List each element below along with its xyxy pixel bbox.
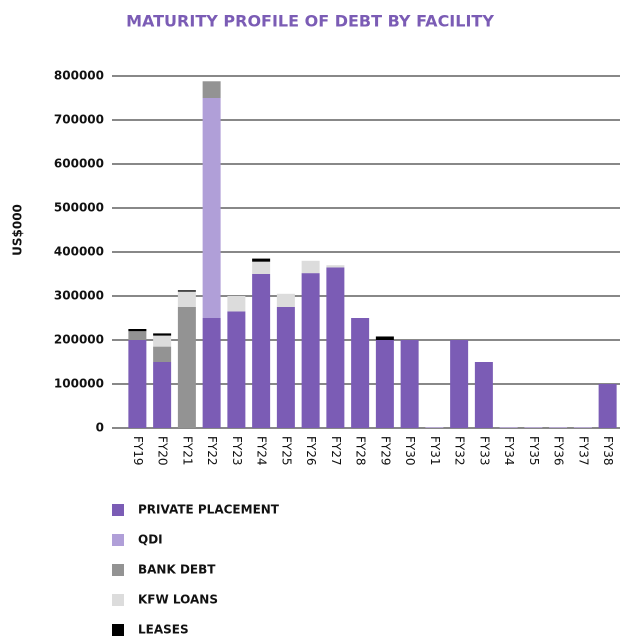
x-tick-label: FY34 — [502, 436, 516, 466]
x-tick-label: FY37 — [576, 436, 590, 466]
bar-segment — [178, 290, 196, 291]
bar-segment — [153, 347, 171, 362]
bar-segment — [128, 329, 146, 331]
bar-segment — [351, 318, 369, 428]
y-tick-label: 500000 — [54, 201, 104, 215]
x-tick-label: FY24 — [255, 436, 269, 466]
bar-segment — [227, 296, 245, 311]
y-tick-label: 600000 — [54, 157, 104, 171]
bar-segment — [203, 98, 221, 318]
legend-label: BANK DEBT — [138, 563, 216, 577]
legend-swatch — [112, 624, 124, 636]
x-tick-label: FY30 — [403, 436, 417, 466]
legend-swatch — [112, 504, 124, 516]
x-tick-label: FY35 — [527, 436, 541, 466]
legend-swatch — [112, 594, 124, 606]
legend-label: QDI — [138, 533, 163, 547]
x-tick-label: FY25 — [279, 436, 293, 466]
x-tick-label: FY27 — [329, 436, 343, 466]
y-tick-label: 700000 — [54, 113, 104, 127]
bar-segment — [203, 81, 221, 98]
bar-segment — [178, 292, 196, 307]
bar-segment — [153, 362, 171, 428]
x-tick-label: FY22 — [205, 436, 219, 466]
chart-title: MATURITY PROFILE OF DEBT BY FACILITY — [126, 12, 494, 31]
y-tick-label: 0 — [96, 421, 104, 435]
bar-segment — [326, 267, 344, 428]
x-tick-label: FY31 — [428, 436, 442, 466]
legend-swatch — [112, 534, 124, 546]
bar-segment — [128, 340, 146, 428]
y-axis-label: US$000 — [11, 204, 25, 256]
bar-segment — [401, 340, 419, 428]
x-tick-label: FY26 — [304, 436, 318, 466]
y-tick-label: 200000 — [54, 333, 104, 347]
bar-segment — [277, 294, 295, 307]
bar-segment — [302, 273, 320, 428]
x-tick-label: FY36 — [552, 436, 566, 466]
bar-segment — [252, 262, 270, 274]
bar-segment — [153, 336, 171, 347]
bar-segment — [376, 340, 394, 428]
legend-label: KFW LOANS — [138, 593, 218, 607]
bar-segment — [450, 340, 468, 428]
bar-segment — [326, 265, 344, 267]
legend-swatch — [112, 564, 124, 576]
bar-segment — [599, 384, 617, 428]
bar-segment — [128, 331, 146, 340]
bar-segment — [203, 318, 221, 428]
bar-segment — [277, 307, 295, 428]
bar-segment — [252, 274, 270, 428]
bar-segment — [178, 307, 196, 428]
bar-segment — [153, 333, 171, 335]
x-tick-label: FY28 — [354, 436, 368, 466]
x-tick-label: FY19 — [131, 436, 145, 466]
y-tick-label: 300000 — [54, 289, 104, 303]
x-tick-label: FY38 — [601, 436, 615, 466]
bar-segment — [227, 311, 245, 428]
y-tick-label: 400000 — [54, 245, 104, 259]
x-tick-label: FY33 — [477, 436, 491, 466]
legend-label: LEASES — [138, 623, 189, 637]
x-tick-label: FY21 — [180, 436, 194, 466]
x-tick-label: FY32 — [453, 436, 467, 466]
x-tick-label: FY20 — [156, 436, 170, 466]
x-tick-label: FY29 — [378, 436, 392, 466]
x-tick-label: FY23 — [230, 436, 244, 466]
bar-segment — [302, 261, 320, 273]
bar-segment — [252, 259, 270, 262]
y-tick-label: 800000 — [54, 69, 104, 83]
bar-segment — [475, 362, 493, 428]
legend-label: PRIVATE PLACEMENT — [138, 503, 280, 517]
bar-segment — [376, 336, 394, 340]
y-tick-label: 100000 — [54, 377, 104, 391]
